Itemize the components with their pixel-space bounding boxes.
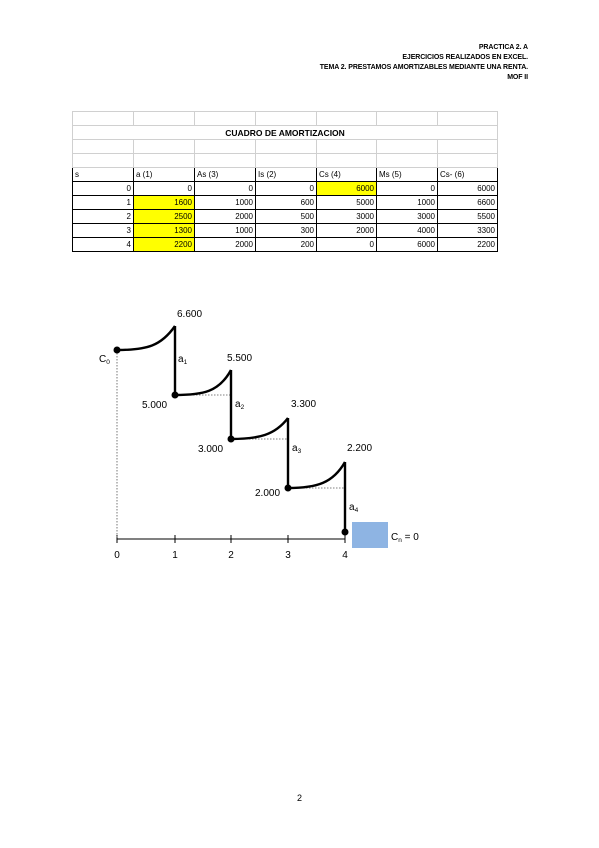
balance-curve	[230, 417, 289, 441]
cn-label: Cn = 0	[391, 532, 419, 544]
table-cell: 1000	[376, 195, 438, 210]
table-cell: 0	[72, 181, 134, 196]
axis-tick-label: 1	[172, 550, 178, 561]
table-cell: 4000	[376, 223, 438, 238]
payment-label: a3	[292, 443, 302, 455]
balance-point	[171, 391, 179, 399]
peak-label: 3.300	[291, 399, 316, 410]
table-cell: 1	[72, 195, 134, 210]
amortization-table: CUADRO DE AMORTIZACION s a (1) As (3) Is…	[72, 111, 498, 252]
table-cell: 1000	[194, 195, 256, 210]
balance-curve	[287, 461, 347, 490]
table-cell: 3000	[376, 209, 438, 224]
table-cell: 3300	[437, 223, 498, 238]
header-practice: PRACTICA 2. A	[478, 44, 528, 51]
table-cell: 200	[255, 237, 317, 252]
payment-label: a1	[178, 354, 188, 366]
table-cell: 2000	[194, 209, 256, 224]
table-cell: 300	[255, 223, 317, 238]
peak-label: 2.200	[347, 443, 372, 454]
trough-label: 2.000	[255, 488, 280, 499]
page-number: 2	[296, 793, 302, 803]
table-cell: 500	[255, 209, 317, 224]
table-cell: 5500	[437, 209, 498, 224]
table-row: 0 0 0 0 6000 0 6000	[72, 181, 498, 196]
highlighted-cell: 2200	[133, 237, 195, 252]
header-topic: TEMA 2. PRESTAMOS AMORTIZABLES MEDIANTE …	[319, 64, 528, 71]
column-header: Cs- (6)	[437, 167, 498, 182]
highlighted-cell: 1300	[133, 223, 195, 238]
table-cell: 0	[133, 181, 195, 196]
column-header: a (1)	[133, 167, 195, 182]
table-cell: 0	[316, 237, 377, 252]
header-exercises: EJERCICIOS REALIZADOS EN EXCEL.	[402, 54, 528, 61]
trough-label: 5.000	[142, 400, 167, 411]
highlighted-cell: 2500	[133, 209, 195, 224]
table-cell: 5000	[316, 195, 377, 210]
title-row: CUADRO DE AMORTIZACION	[72, 125, 498, 140]
header-row: s a (1) As (3) Is (2) Cs (4) Ms (5) Cs- …	[72, 167, 498, 182]
spacer-row	[72, 153, 498, 168]
column-header: Cs (4)	[316, 167, 377, 182]
final-capital-box	[352, 522, 388, 548]
table-row: 4 2200 2000 200 0 6000 2200	[72, 237, 498, 252]
axis-tick-label: 4	[342, 550, 348, 561]
table-cell: 6000	[437, 181, 498, 196]
column-header: Is (2)	[255, 167, 317, 182]
table-row: 3 1300 1000 300 2000 4000 3300	[72, 223, 498, 238]
c0-label: C0	[99, 354, 110, 366]
column-header: As (3)	[194, 167, 256, 182]
spacer-row	[72, 111, 498, 126]
table-cell: 0	[194, 181, 256, 196]
table-cell: 600	[255, 195, 317, 210]
table-cell: 0	[376, 181, 438, 196]
table-cell: 0	[255, 181, 317, 196]
peak-label: 6.600	[177, 309, 202, 320]
highlighted-cell: 1600	[133, 195, 195, 210]
header-course: MOF II	[507, 74, 528, 81]
table-cell: 6000	[376, 237, 438, 252]
c0-point	[113, 346, 121, 354]
spacer-row	[72, 139, 498, 154]
column-header: Ms (5)	[376, 167, 438, 182]
loan-balance-diagram: 6.600 5.500 3.300 2.200 5.000 3.000 2.00…	[99, 309, 419, 561]
column-header: s	[72, 167, 134, 182]
table-cell: 1000	[194, 223, 256, 238]
table-cell: 3	[72, 223, 134, 238]
axis-tick-label: 0	[114, 550, 120, 561]
payment-label: a4	[349, 502, 359, 514]
trough-label: 3.000	[198, 444, 223, 455]
table-title: CUADRO DE AMORTIZACION	[72, 125, 498, 140]
axis-tick-label: 2	[228, 550, 234, 561]
balance-point	[284, 484, 292, 492]
payment-label: a2	[235, 399, 245, 411]
highlighted-cell: 6000	[316, 181, 377, 196]
balance-curve	[174, 369, 233, 397]
table-cell: 2200	[437, 237, 498, 252]
table-row: 2 2500 2000 500 3000 3000 5500	[72, 209, 498, 224]
table-cell: 2000	[316, 223, 377, 238]
document-header: PRACTICA 2. A EJERCICIOS REALIZADOS EN E…	[320, 43, 528, 83]
table-cell: 6600	[437, 195, 498, 210]
balance-curve	[116, 325, 176, 352]
table-cell: 2	[72, 209, 134, 224]
axis-tick-label: 3	[285, 550, 291, 561]
table-cell: 3000	[316, 209, 377, 224]
table-cell: 2000	[194, 237, 256, 252]
table-row: 1 1600 1000 600 5000 1000 6600	[72, 195, 498, 210]
peak-label: 5.500	[227, 353, 252, 364]
balance-point	[227, 435, 235, 443]
final-point	[341, 528, 349, 536]
table-cell: 4	[72, 237, 134, 252]
